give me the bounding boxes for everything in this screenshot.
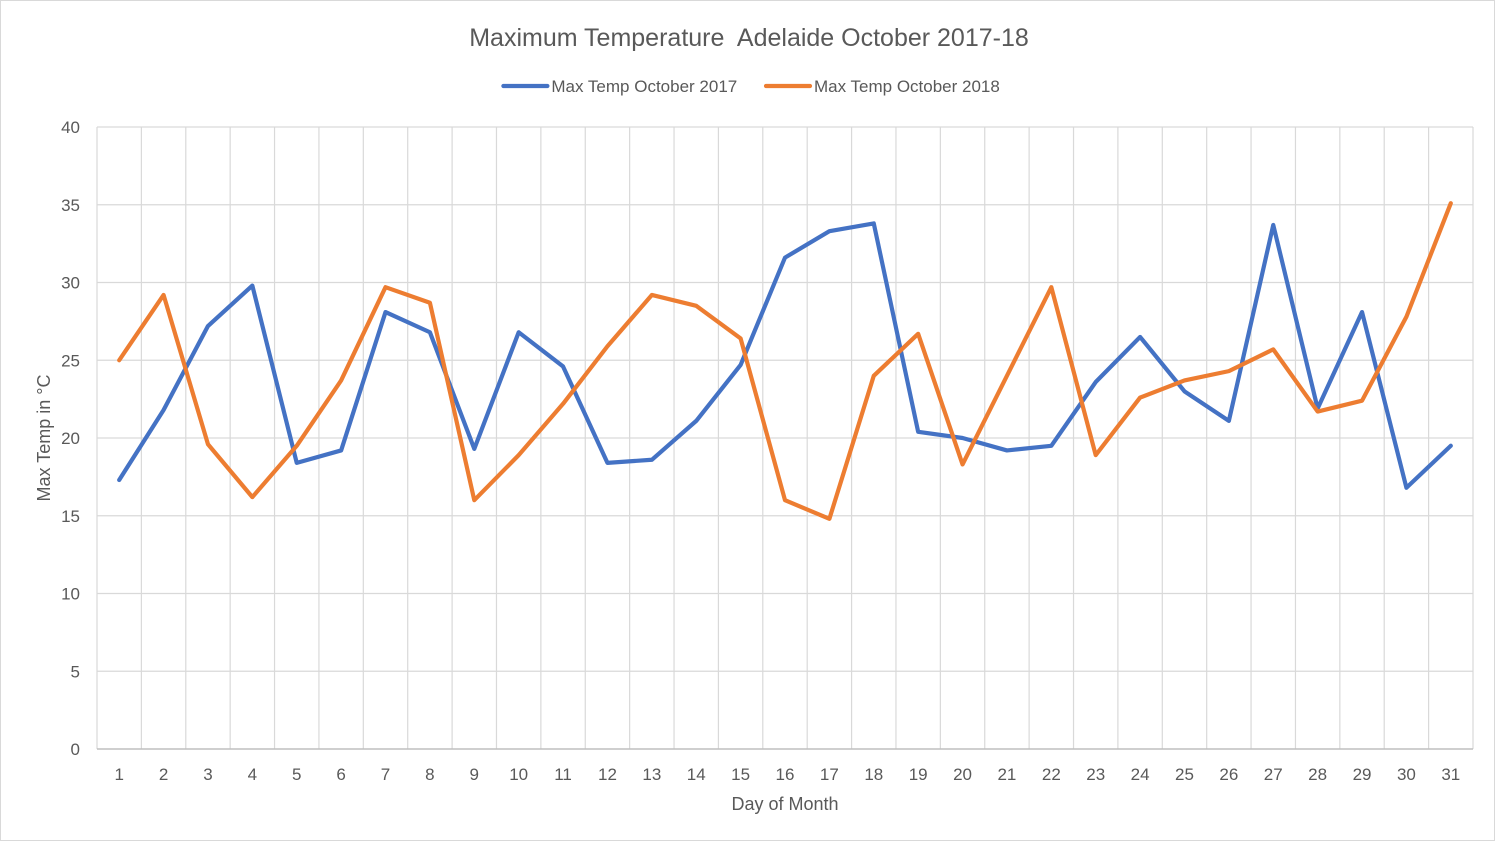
x-tick-label: 2 bbox=[159, 765, 168, 784]
x-tick-label: 21 bbox=[997, 765, 1016, 784]
y-tick-label: 35 bbox=[61, 196, 80, 215]
x-tick-label: 30 bbox=[1397, 765, 1416, 784]
x-tick-label: 31 bbox=[1441, 765, 1460, 784]
series-line-1 bbox=[117, 221, 1453, 490]
y-tick-label: 10 bbox=[61, 585, 80, 604]
chart-title: Maximum Temperature Adelaide October 201… bbox=[469, 24, 1029, 52]
legend-label: Max Temp October 2018 bbox=[814, 77, 1000, 96]
x-tick-label: 18 bbox=[864, 765, 883, 784]
x-tick-label: 12 bbox=[598, 765, 617, 784]
y-tick-label: 30 bbox=[61, 274, 80, 293]
y-tick-label: 5 bbox=[71, 662, 80, 681]
legend-item-1: Max Temp October 2017 bbox=[501, 77, 737, 96]
x-tick-label: 9 bbox=[470, 765, 479, 784]
y-tick-label: 0 bbox=[71, 740, 80, 759]
y-axis-title: Max Temp in °C bbox=[34, 375, 54, 502]
series-line-2 bbox=[117, 201, 1453, 521]
x-tick-label: 27 bbox=[1264, 765, 1283, 784]
x-tick-label: 28 bbox=[1308, 765, 1327, 784]
x-tick-label: 6 bbox=[336, 765, 345, 784]
x-tick-label: 11 bbox=[554, 765, 572, 784]
x-tick-label: 25 bbox=[1175, 765, 1194, 784]
x-tick-label: 26 bbox=[1219, 765, 1238, 784]
x-tick-label: 4 bbox=[248, 765, 257, 784]
legend-item-2: Max Temp October 2018 bbox=[763, 77, 1000, 96]
x-tick-label: 17 bbox=[820, 765, 839, 784]
gridlines bbox=[96, 126, 1474, 749]
x-tick-label: 13 bbox=[642, 765, 661, 784]
x-tick-label: 29 bbox=[1353, 765, 1372, 784]
x-tick-label: 15 bbox=[731, 765, 750, 784]
y-tick-label: 15 bbox=[61, 507, 80, 526]
x-tick-label: 1 bbox=[114, 765, 123, 784]
x-tick-label: 16 bbox=[776, 765, 795, 784]
x-tick-label: 24 bbox=[1131, 765, 1150, 784]
x-tick-label: 5 bbox=[292, 765, 301, 784]
legend: Max Temp October 2017 Max Temp October 20… bbox=[501, 77, 1000, 96]
y-tick-label: 20 bbox=[61, 429, 80, 448]
y-tick-label: 40 bbox=[61, 118, 80, 137]
x-axis-title: Day of Month bbox=[731, 794, 838, 814]
x-tick-label: 7 bbox=[381, 765, 390, 784]
x-tick-label: 20 bbox=[953, 765, 972, 784]
x-tick-label: 3 bbox=[203, 765, 212, 784]
legend-label: Max Temp October 2017 bbox=[551, 77, 737, 96]
x-tick-label: 23 bbox=[1086, 765, 1105, 784]
x-tick-label: 10 bbox=[509, 765, 528, 784]
y-tick-label: 25 bbox=[61, 351, 80, 370]
x-tick-label: 19 bbox=[909, 765, 928, 784]
x-tick-label: 8 bbox=[425, 765, 434, 784]
series-lines bbox=[117, 201, 1453, 521]
x-tick-label: 14 bbox=[687, 765, 706, 784]
x-tick-label: 22 bbox=[1042, 765, 1061, 784]
